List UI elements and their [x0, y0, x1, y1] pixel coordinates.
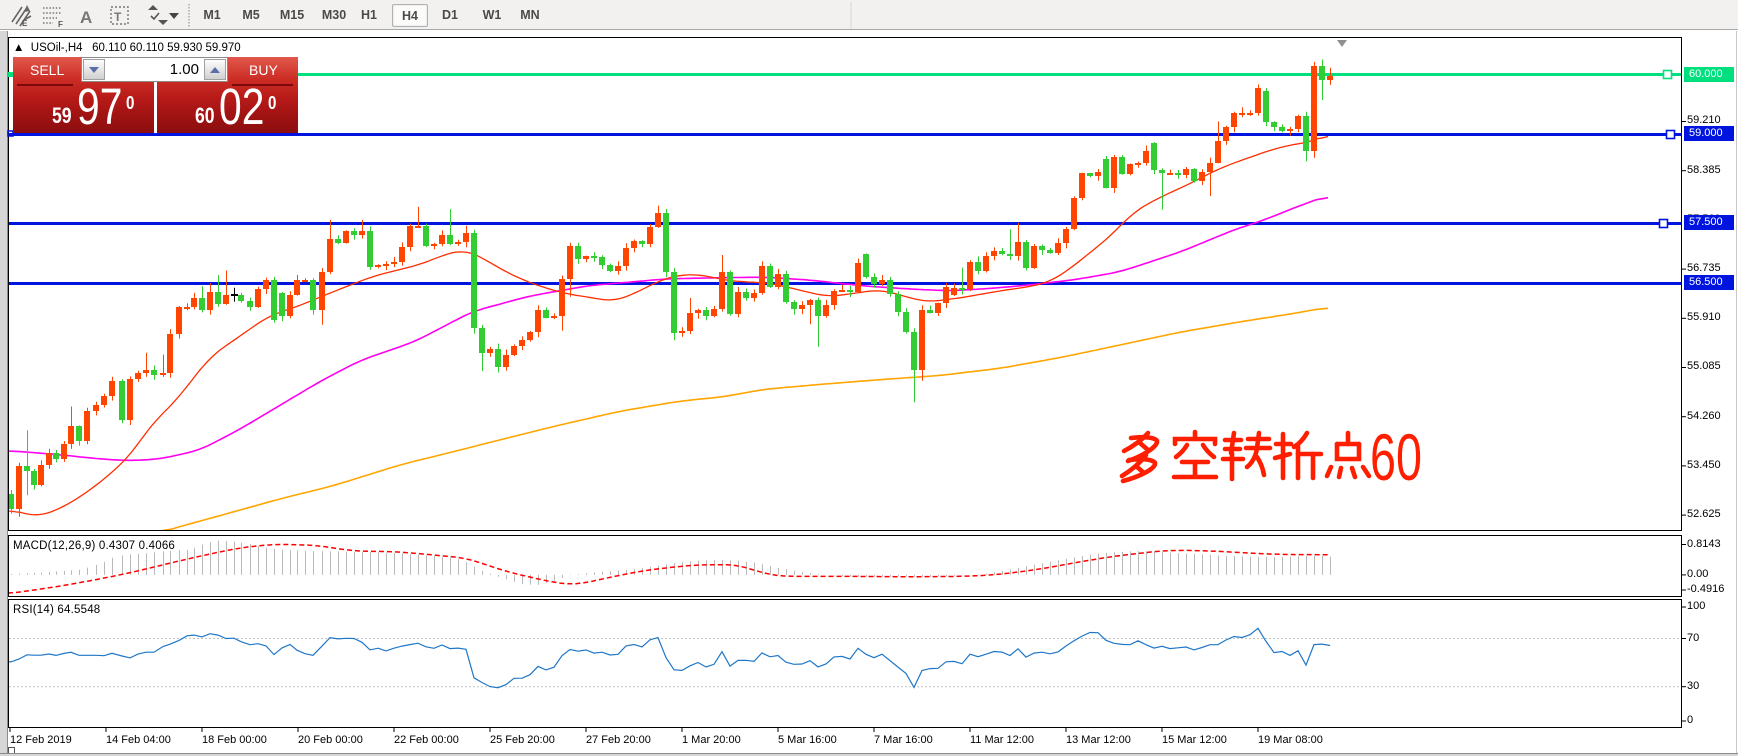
svg-text:F: F	[58, 20, 63, 29]
svg-text:60: 60	[1370, 420, 1422, 494]
svg-text:A: A	[80, 8, 92, 27]
svg-text:E: E	[22, 19, 28, 28]
svg-text:T: T	[114, 10, 122, 24]
